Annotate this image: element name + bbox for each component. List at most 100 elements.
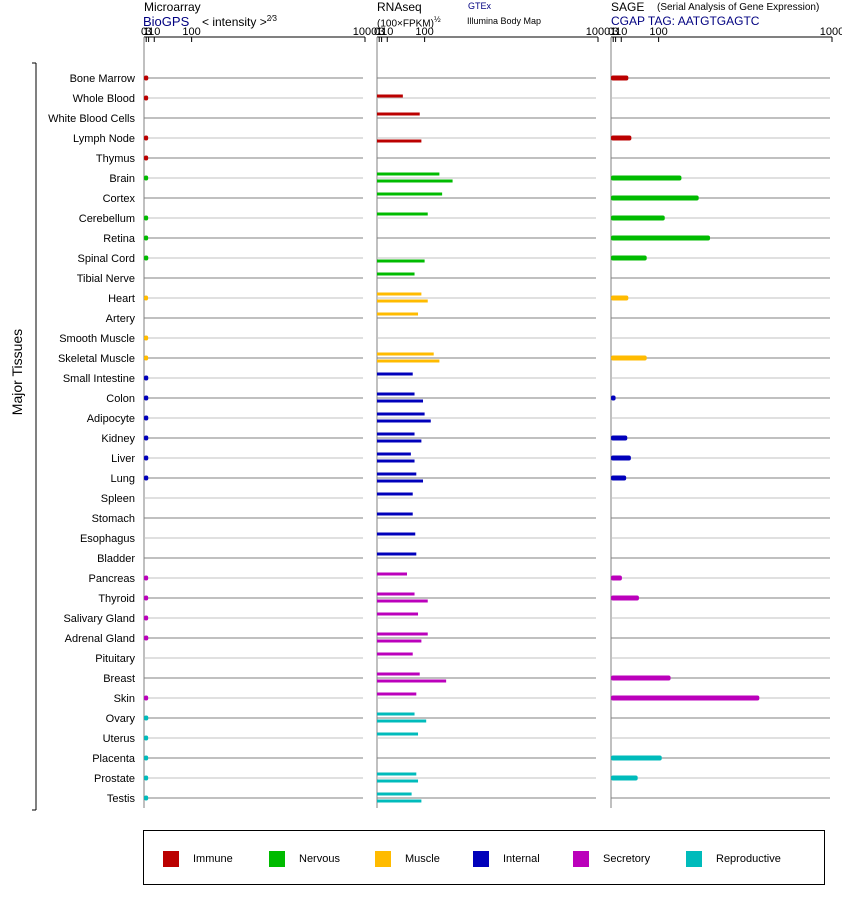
rnaseq-bar xyxy=(377,712,415,716)
rnaseq-bar xyxy=(377,532,416,536)
rnaseq-bar xyxy=(377,639,422,643)
category-label: Esophagus xyxy=(80,533,136,545)
microarray-bar xyxy=(144,575,149,581)
sage-bar xyxy=(611,295,629,301)
category-label: Placenta xyxy=(92,753,136,765)
rnaseq-tick-label: 100 xyxy=(415,26,433,38)
sage-bar xyxy=(611,575,622,581)
legend-swatch-secretory xyxy=(573,851,589,867)
category-label: Brain xyxy=(109,173,135,185)
microarray-bar xyxy=(144,695,149,701)
rnaseq-tick-label: 3 xyxy=(379,26,385,38)
rnaseq-tick-label: 10 xyxy=(381,26,393,38)
sage-tick-label: 10 xyxy=(615,26,627,38)
rnaseq-tick-label: 1000 xyxy=(586,26,610,38)
category-label: Lung xyxy=(111,473,135,485)
category-label: Stomach xyxy=(92,513,135,525)
legend-swatch-nervous xyxy=(269,851,285,867)
rnaseq-bar xyxy=(377,272,415,276)
category-label: Heart xyxy=(108,293,135,305)
category-label: Spinal Cord xyxy=(78,253,135,265)
microarray-bar xyxy=(144,295,149,301)
microarray-tick-label: 100 xyxy=(182,26,200,38)
rnaseq-bar xyxy=(377,192,443,196)
rnaseq-bar xyxy=(377,672,420,676)
sage-tick-label: 100 xyxy=(649,26,667,38)
microarray-tick-label: 1 xyxy=(143,26,149,38)
rnaseq-bar xyxy=(377,472,417,476)
rnaseq-source-illumina: Illumina Body Map xyxy=(467,16,542,26)
rnaseq-source-gtex: GTEx xyxy=(468,1,492,11)
microarray-units-text: < intensity > xyxy=(202,15,267,29)
rnaseq-bar xyxy=(377,632,428,636)
sage-tick-label: 1 xyxy=(610,26,616,38)
rnaseq-bar xyxy=(377,612,419,616)
category-label: Liver xyxy=(111,453,135,465)
microarray-bar xyxy=(144,175,149,181)
category-label: Whole Blood xyxy=(73,93,135,105)
microarray-bar xyxy=(144,795,149,801)
category-label: Bladder xyxy=(97,553,135,565)
legend: Immune Nervous Muscle Internal Secretory… xyxy=(143,830,825,885)
rnaseq-bar xyxy=(377,179,453,183)
microarray-bar xyxy=(144,755,149,761)
sage-bar xyxy=(611,395,616,401)
rnaseq-bar xyxy=(377,512,413,516)
microarray-bar xyxy=(144,455,149,461)
rnaseq-bar xyxy=(377,359,440,363)
microarray-bar xyxy=(144,255,149,261)
rnaseq-bar xyxy=(377,479,424,483)
microarray-bar xyxy=(144,335,149,341)
rnaseq-bar xyxy=(377,299,428,303)
rnaseq-bar xyxy=(377,259,425,263)
sage-bar xyxy=(611,75,629,81)
category-label: White Blood Cells xyxy=(48,113,135,125)
category-label: Spleen xyxy=(101,493,135,505)
rnaseq-bar xyxy=(377,139,422,143)
category-label: Cortex xyxy=(103,193,136,205)
rnaseq-bar xyxy=(377,652,413,656)
microarray-tick-label: 10 xyxy=(148,26,160,38)
microarray-bar xyxy=(144,95,149,101)
rnaseq-bar xyxy=(377,732,419,736)
rnaseq-bar xyxy=(377,692,417,696)
category-label: Bone Marrow xyxy=(70,73,135,85)
rnaseq-bar xyxy=(377,599,428,603)
category-label: Thymus xyxy=(96,153,136,165)
microarray-bar xyxy=(144,415,149,421)
rnaseq-bar xyxy=(377,432,415,436)
legend-label-muscle: Muscle xyxy=(405,853,440,865)
rnaseq-bar xyxy=(377,399,424,403)
microarray-bar xyxy=(144,435,149,441)
rnaseq-bar xyxy=(377,94,403,98)
rnaseq-bar xyxy=(377,799,422,803)
category-label: Lymph Node xyxy=(73,133,135,145)
sage-bar xyxy=(611,195,699,201)
rnaseq-units: (100×FPKM)½ xyxy=(377,15,441,29)
microarray-title: Microarray xyxy=(144,0,201,14)
microarray-bar xyxy=(144,775,149,781)
microarray-source: BioGPS xyxy=(143,14,190,29)
sage-tick-label: 1000 xyxy=(820,26,842,38)
sage-tag: CGAP TAG: AATGTGAGTC xyxy=(611,14,760,28)
rnaseq-units-text: (100×FPKM) xyxy=(377,18,434,30)
legend-swatch-internal xyxy=(473,851,489,867)
rnaseq-bar xyxy=(377,392,415,396)
category-label: Salivary Gland xyxy=(63,613,135,625)
sage-bar xyxy=(611,455,631,461)
microarray-bar xyxy=(144,635,149,641)
rnaseq-bar xyxy=(377,492,413,496)
category-label: Cerebellum xyxy=(79,213,135,225)
category-label: Testis xyxy=(107,793,136,805)
microarray-bar xyxy=(144,735,149,741)
rnaseq-tick-label: 1 xyxy=(376,26,382,38)
sage-title: SAGE xyxy=(611,0,645,14)
rnaseq-title: RNAseq xyxy=(377,0,422,14)
rnaseq-bar xyxy=(377,312,419,316)
rnaseq-bar xyxy=(377,792,412,796)
microarray-exponent: 2⁄3 xyxy=(266,14,277,23)
category-label: Breast xyxy=(103,673,135,685)
category-label: Pituitary xyxy=(95,653,135,665)
category-label: Small Intestine xyxy=(63,373,135,385)
